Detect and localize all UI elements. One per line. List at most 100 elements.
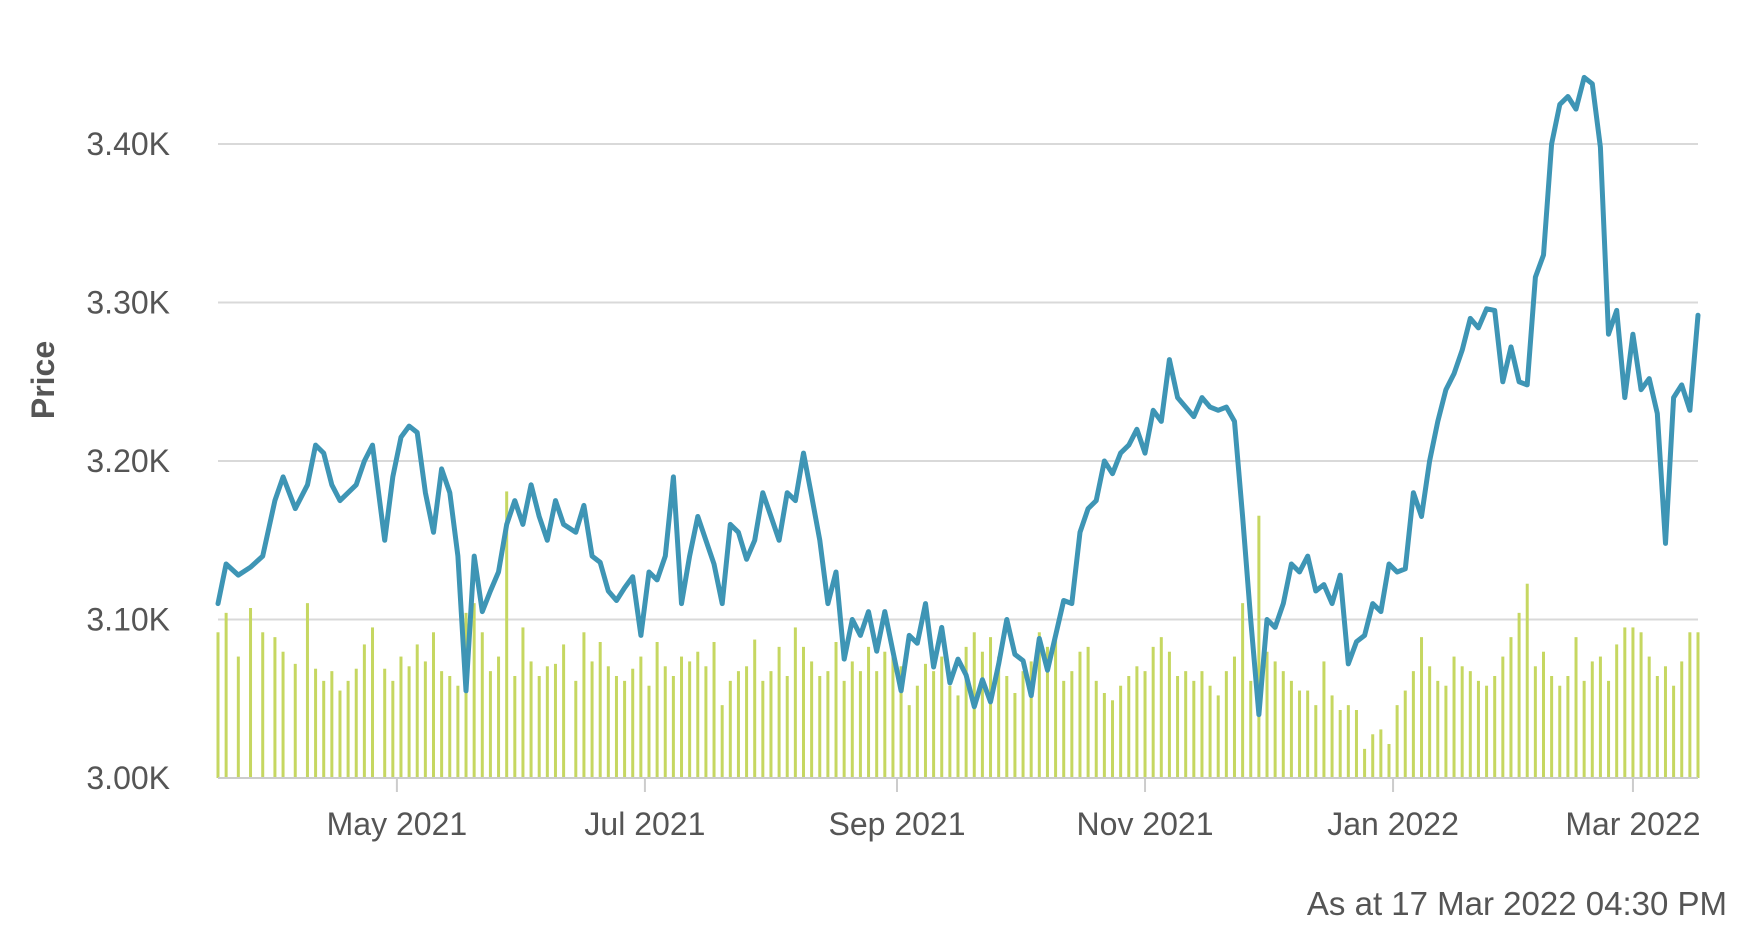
volume-bar xyxy=(249,608,253,778)
x-tick-label: Jul 2021 xyxy=(584,806,705,842)
volume-bar xyxy=(1411,671,1415,778)
volume-bar xyxy=(1582,680,1586,778)
volume-bar xyxy=(1029,661,1033,778)
volume-bar xyxy=(338,690,342,778)
volume-bar xyxy=(1363,748,1367,778)
volume-bar xyxy=(322,680,326,778)
volume-bar xyxy=(688,661,692,778)
volume-bar xyxy=(330,671,334,778)
volume-bar xyxy=(810,661,814,778)
volume-bar xyxy=(932,671,936,778)
volume-bar xyxy=(696,651,700,778)
volume-bar xyxy=(236,656,240,778)
y-tick-label: 3.20K xyxy=(86,443,170,479)
volume-bar xyxy=(293,663,297,778)
volume-bar xyxy=(1216,695,1220,778)
volume-bar xyxy=(1054,637,1058,778)
volume-bar xyxy=(1045,646,1049,778)
volume-bar xyxy=(598,642,602,778)
volume-bar xyxy=(736,671,740,778)
volume-bar xyxy=(305,603,309,778)
volume-bar xyxy=(1688,632,1692,778)
volume-bar xyxy=(1574,637,1578,778)
volume-bar xyxy=(1501,656,1505,778)
volume-bar xyxy=(1005,676,1009,778)
volume-bar xyxy=(1224,671,1228,778)
volume-bar xyxy=(1078,651,1082,778)
volume-bar xyxy=(997,656,1001,778)
volume-bar xyxy=(399,656,403,778)
volume-bar xyxy=(1672,685,1676,778)
volume-bar xyxy=(582,632,586,778)
volume-bar xyxy=(1159,637,1163,778)
volume-bar xyxy=(631,668,635,778)
volume-bar xyxy=(801,646,805,778)
volume-bar xyxy=(818,676,822,778)
volume-bar xyxy=(464,612,468,778)
volume-bar xyxy=(728,680,732,778)
volume-bar xyxy=(1013,693,1017,778)
volume-bar xyxy=(1094,680,1098,778)
volume-bar xyxy=(858,671,862,778)
price-line xyxy=(215,74,1701,718)
volume-bar xyxy=(472,603,476,778)
volume-bar xyxy=(1371,734,1375,778)
volume-bar xyxy=(1135,666,1139,778)
volume-bar xyxy=(456,685,460,778)
volume-bar xyxy=(671,676,675,778)
volume-bar xyxy=(907,705,911,778)
y-axis-title: Price xyxy=(25,341,61,419)
x-tick-label: May 2021 xyxy=(327,806,468,842)
volume-bar xyxy=(948,685,952,778)
x-tick-label: Jan 2022 xyxy=(1327,806,1459,842)
volume-bar xyxy=(1420,637,1424,778)
volume-bar xyxy=(1550,676,1554,778)
volume-bar xyxy=(1330,695,1334,778)
volume-bar xyxy=(1476,680,1480,778)
volume-bar xyxy=(1436,680,1440,778)
volume-bar xyxy=(1403,690,1407,778)
volume-bar xyxy=(1322,661,1326,778)
volume-bar xyxy=(1086,646,1090,778)
volume-bar xyxy=(1111,700,1115,778)
volume-bar xyxy=(883,651,887,778)
volume-bar xyxy=(606,666,610,778)
volume-bar xyxy=(261,632,265,778)
volume-bar xyxy=(1558,685,1562,778)
volume-bar xyxy=(1460,666,1464,778)
volume-bar xyxy=(391,680,395,778)
volume-bar xyxy=(1062,680,1066,778)
volume-bar xyxy=(785,676,789,778)
volume-bar xyxy=(480,632,484,778)
volume-bar xyxy=(1143,671,1147,778)
volume-bar xyxy=(1208,685,1212,778)
volume-bar xyxy=(224,612,228,778)
y-axis: 3.00K 3.10K 3.20K 3.30K 3.40K Price xyxy=(25,126,170,796)
volume-bar xyxy=(1598,656,1602,778)
volume-bar xyxy=(590,661,594,778)
volume-bar xyxy=(1241,603,1245,778)
volume-bar xyxy=(1281,671,1285,778)
y-tick-label: 3.30K xyxy=(86,285,170,321)
volume-bar xyxy=(407,666,411,778)
volume-bars xyxy=(216,491,1700,778)
volume-bar xyxy=(1167,651,1171,778)
volume-bar xyxy=(940,656,944,778)
volume-bar xyxy=(1663,666,1667,778)
volume-bar xyxy=(1509,637,1513,778)
y-tick-label: 3.00K xyxy=(86,760,170,796)
volume-bar xyxy=(1200,671,1204,778)
volume-bar xyxy=(1533,666,1537,778)
volume-bar xyxy=(1184,671,1188,778)
volume-bar xyxy=(1265,651,1269,778)
volume-bar xyxy=(505,491,509,778)
volume-bar xyxy=(614,676,618,778)
volume-bar xyxy=(761,680,765,778)
as-at-timestamp: As at 17 Mar 2022 04:30 PM xyxy=(1306,885,1727,922)
volume-bar xyxy=(850,661,854,778)
volume-bar xyxy=(423,661,427,778)
volume-bar xyxy=(1070,671,1074,778)
volume-bar xyxy=(1696,632,1700,778)
volume-bar xyxy=(964,646,968,778)
volume-bar xyxy=(1525,583,1529,778)
